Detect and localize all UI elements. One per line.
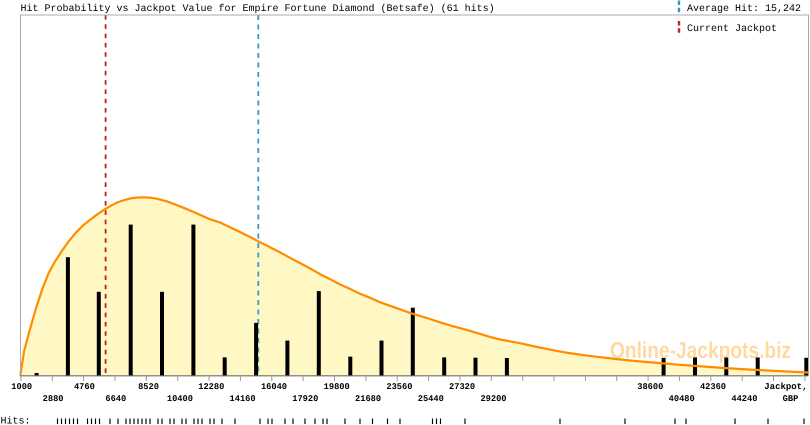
svg-text:Hits:: Hits: (1, 415, 31, 425)
svg-text:14160: 14160 (230, 394, 256, 404)
svg-text:42360: 42360 (700, 382, 726, 392)
svg-text:6640: 6640 (105, 394, 126, 404)
svg-text:40480: 40480 (669, 394, 695, 404)
svg-text:4760: 4760 (74, 382, 95, 392)
svg-text:17920: 17920 (292, 394, 318, 404)
svg-text:Average Hit: 15,242: Average Hit: 15,242 (687, 3, 801, 15)
svg-text:2880: 2880 (43, 394, 64, 404)
svg-text:GBP: GBP (783, 394, 799, 404)
svg-text:38600: 38600 (637, 382, 663, 392)
svg-text:12280: 12280 (198, 382, 224, 392)
svg-text:Current Jackpot: Current Jackpot (687, 23, 777, 35)
svg-text:25440: 25440 (418, 394, 444, 404)
svg-text:44240: 44240 (731, 394, 757, 404)
svg-text:Online-Jackpots.biz: Online-Jackpots.biz (610, 337, 791, 363)
svg-text:8520: 8520 (138, 382, 159, 392)
svg-text:23560: 23560 (386, 382, 412, 392)
svg-text:Hit Probability vs Jackpot Val: Hit Probability vs Jackpot Value for Emp… (21, 3, 495, 15)
svg-text:21680: 21680 (355, 394, 381, 404)
svg-text:10400: 10400 (167, 394, 193, 404)
svg-text:Jackpot,: Jackpot, (764, 382, 807, 392)
svg-text:19800: 19800 (324, 382, 350, 392)
svg-text:29200: 29200 (480, 394, 506, 404)
svg-text:16040: 16040 (261, 382, 287, 392)
svg-text:27320: 27320 (449, 382, 475, 392)
svg-text:1000: 1000 (11, 382, 32, 392)
